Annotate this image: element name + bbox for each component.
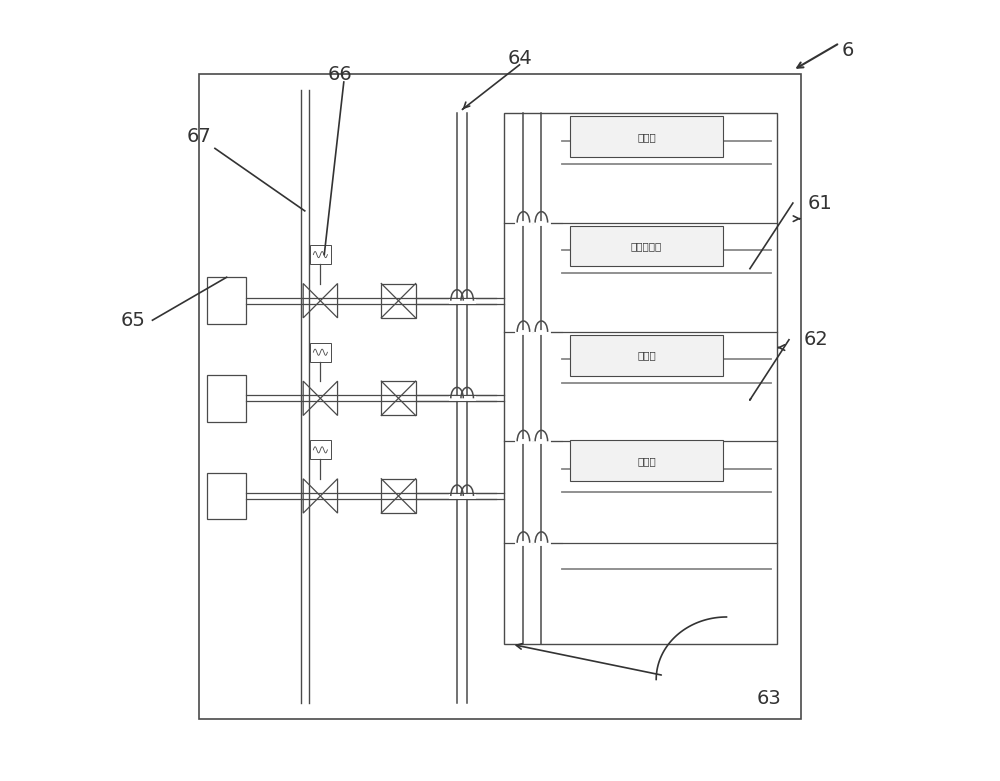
Bar <box>381 381 416 415</box>
Text: 锁靴材: 锁靴材 <box>637 456 656 465</box>
Bar <box>381 284 416 318</box>
Text: 不锈钙靴材: 不锈钙靴材 <box>631 241 662 251</box>
Text: 66: 66 <box>328 65 352 84</box>
Text: 67: 67 <box>187 127 212 146</box>
Bar <box>207 473 246 519</box>
Bar <box>310 245 331 264</box>
Bar <box>570 440 723 481</box>
Text: 63: 63 <box>757 690 782 708</box>
Text: 镍靴材: 镍靴材 <box>637 351 656 360</box>
Bar <box>310 343 331 362</box>
Bar <box>207 277 246 324</box>
Bar <box>381 479 416 513</box>
Text: 65: 65 <box>120 311 145 330</box>
Bar <box>570 226 723 266</box>
Bar <box>570 116 723 157</box>
Bar <box>504 113 777 644</box>
Text: 62: 62 <box>804 330 829 349</box>
Text: 6: 6 <box>841 41 854 60</box>
Bar <box>570 335 723 376</box>
Bar <box>207 375 246 422</box>
Bar <box>199 74 801 719</box>
Bar <box>310 440 331 459</box>
Text: 61: 61 <box>808 194 833 212</box>
Text: 锌靴材: 锌靴材 <box>637 132 656 141</box>
Text: 64: 64 <box>507 49 532 68</box>
